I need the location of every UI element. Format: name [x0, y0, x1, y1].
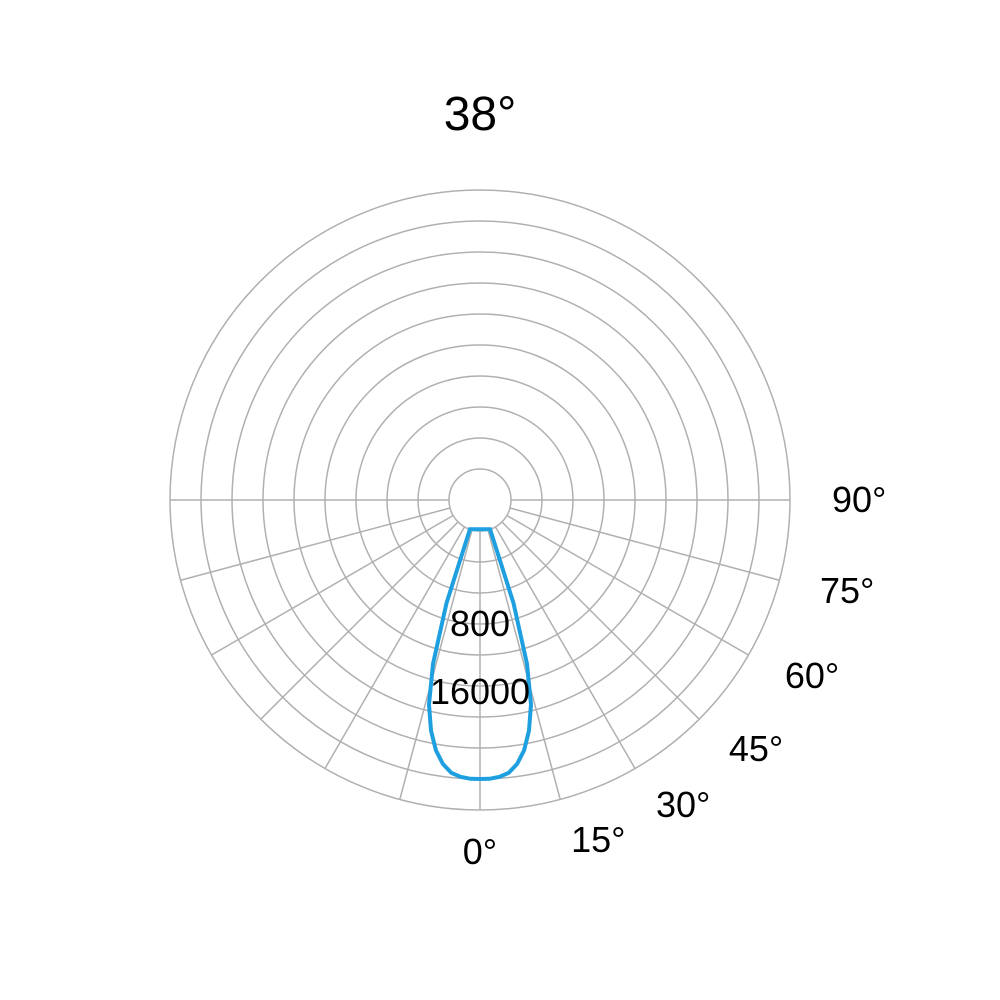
angle-label: 90°	[832, 479, 886, 520]
radial-value-label: 16000	[430, 671, 530, 712]
angle-label: 45°	[729, 728, 783, 769]
grid-ring	[449, 469, 511, 531]
grid-spokes	[170, 500, 790, 810]
radial-value-label: 800	[450, 603, 510, 644]
angle-label: 30°	[656, 784, 710, 825]
chart-title: 38°	[444, 88, 517, 141]
polar-chart: 38° 0° 15° 30° 45°60° 75° 90° 800 16000	[0, 0, 1000, 1000]
angle-label: 75°	[820, 570, 874, 611]
angle-label: 15°	[571, 819, 625, 860]
angle-label: 0°	[463, 831, 497, 872]
angle-label: 60°	[785, 655, 839, 696]
